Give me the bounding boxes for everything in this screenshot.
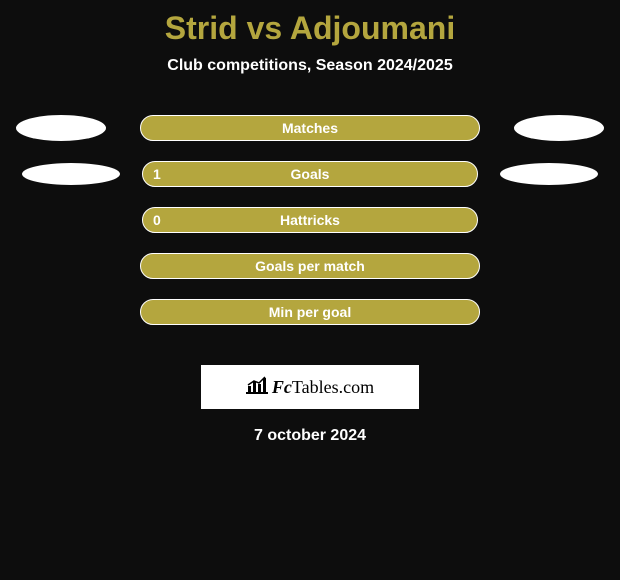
page-subtitle: Club competitions, Season 2024/2025 — [0, 57, 620, 75]
logo-text: FcTables.com — [272, 377, 374, 398]
goals-per-match-label: Goals per match — [255, 258, 365, 274]
matches-label: Matches — [282, 120, 338, 136]
hattricks-left-value: 0 — [153, 212, 161, 228]
stat-row-matches: Matches — [0, 115, 620, 161]
chart-icon — [246, 376, 268, 399]
goals-left-value: 1 — [153, 166, 161, 182]
hattricks-pill: 0 Hattricks — [142, 207, 478, 233]
hattricks-label: Hattricks — [280, 212, 340, 228]
stats-rows: Matches 1 Goals 0 Hattricks Goals per ma… — [0, 115, 620, 345]
matches-right-oval — [514, 115, 604, 141]
matches-left-oval — [16, 115, 106, 141]
stat-row-goals-per-match: Goals per match — [0, 253, 620, 299]
stat-row-hattricks: 0 Hattricks — [0, 207, 620, 253]
min-per-goal-label: Min per goal — [269, 304, 351, 320]
min-per-goal-pill: Min per goal — [140, 299, 480, 325]
matches-pill: Matches — [140, 115, 480, 141]
stat-row-min-per-goal: Min per goal — [0, 299, 620, 345]
stat-row-goals: 1 Goals — [0, 161, 620, 207]
goals-right-oval — [500, 163, 598, 185]
goals-per-match-pill: Goals per match — [140, 253, 480, 279]
logo-tables: Tables.com — [292, 377, 374, 398]
goals-left-oval — [22, 163, 120, 185]
logo-fc: Fc — [272, 377, 292, 398]
fctables-logo[interactable]: FcTables.com — [201, 365, 419, 409]
goals-pill: 1 Goals — [142, 161, 478, 187]
page-title: Strid vs Adjoumani — [0, 10, 620, 47]
stats-comparison-widget: Strid vs Adjoumani Club competitions, Se… — [0, 0, 620, 580]
date-label: 7 october 2024 — [0, 427, 620, 445]
goals-label: Goals — [291, 166, 330, 182]
